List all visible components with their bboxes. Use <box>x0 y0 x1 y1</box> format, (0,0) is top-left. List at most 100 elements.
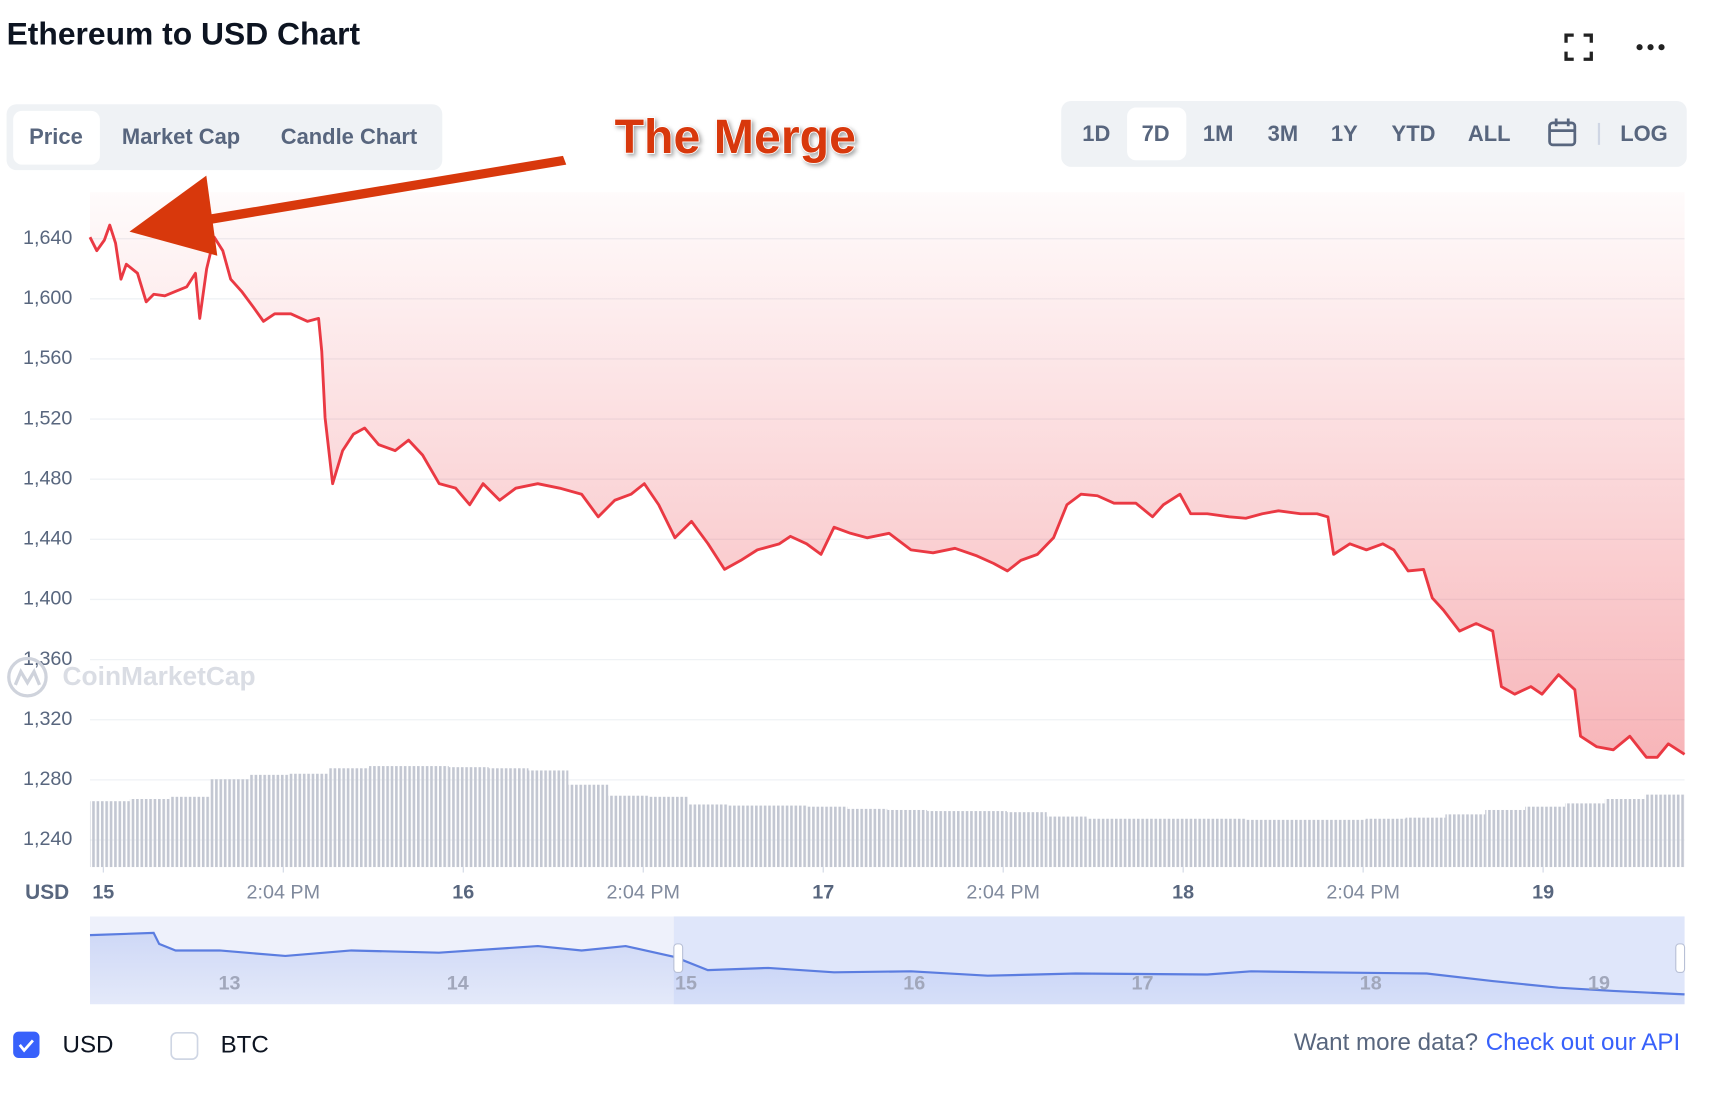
watermark: CoinMarketCap <box>63 661 256 691</box>
volume-bar <box>329 768 370 868</box>
y-tick-label: 1,520 <box>23 407 72 429</box>
tab[interactable]: Candle Chart <box>281 124 418 149</box>
y-tick-label: 1,280 <box>23 768 72 790</box>
x-tick-label: 15 <box>92 882 114 904</box>
volume-bar <box>1485 809 1526 868</box>
volume-bar <box>408 766 449 868</box>
footer: Want more data? Check out our API <box>1294 1029 1680 1056</box>
plot: 1,240 1,280 1,320 1,360 1,400 1,440 1,480 1,520… <box>7 192 1686 1005</box>
navigator-area <box>89 932 1685 1005</box>
volume-bar <box>249 774 290 868</box>
watermark-logo <box>7 656 48 698</box>
volume-bar <box>209 779 250 868</box>
x-tick-label: 17 <box>812 882 834 904</box>
volume-bar <box>1285 819 1326 868</box>
fullscreen-icon[interactable] <box>1564 33 1593 61</box>
navigator-handle[interactable] <box>673 943 684 973</box>
btc-checkbox[interactable] <box>170 1031 199 1060</box>
volume-bar <box>1086 818 1127 868</box>
legend-label: USD <box>63 1031 114 1058</box>
range-button[interactable]: 1D <box>1082 121 1110 146</box>
volume-bar <box>1604 799 1645 868</box>
tab-selected <box>13 110 100 165</box>
range-button[interactable]: ALL <box>1468 121 1511 146</box>
y-tick-label: 1,400 <box>23 588 72 610</box>
volume-bar <box>1166 818 1207 868</box>
volume-bar <box>448 767 489 868</box>
y-tick-label: 1,600 <box>23 287 72 309</box>
volume-bar <box>767 805 808 868</box>
volume-bar <box>1644 794 1685 868</box>
y-tick-label: 1,640 <box>23 227 72 249</box>
range-button[interactable]: YTD <box>1392 121 1436 146</box>
x-tick-label: 19 <box>1532 882 1554 904</box>
range-button[interactable]: 3M <box>1268 121 1298 146</box>
volume-bar <box>1325 819 1366 868</box>
y-tick-label: 1,360 <box>23 648 72 670</box>
x-tick-label: 2:04 PM <box>247 882 321 904</box>
annotation: The Merge <box>615 110 856 164</box>
volume-bar <box>1445 814 1486 868</box>
volume-bar <box>887 809 928 868</box>
merge-arrow <box>129 155 567 256</box>
y-tick-label: 1,440 <box>23 528 72 550</box>
volume-bar <box>1126 818 1167 868</box>
tab[interactable]: Price <box>29 124 83 149</box>
tab[interactable]: Market Cap <box>122 124 240 149</box>
volume-bar <box>169 796 210 868</box>
volume-bar <box>1046 816 1087 868</box>
range-group <box>1061 100 1687 167</box>
y-tick-label: 1,560 <box>23 347 72 369</box>
volume-bar <box>1405 817 1446 868</box>
y-tick-label: 1,480 <box>23 467 72 489</box>
navigator-tick-label: 19 <box>1588 973 1610 995</box>
volume-bar <box>847 808 888 868</box>
legend-label: BTC <box>221 1031 269 1058</box>
volume-bar <box>648 796 688 868</box>
x-tick-label: 2:04 PM <box>606 882 680 904</box>
range-button[interactable]: 1M <box>1203 121 1233 146</box>
navigator-tick-label: 17 <box>1131 973 1153 995</box>
navigator-tick-label: 16 <box>903 973 925 995</box>
volume-bar <box>927 811 968 868</box>
x-tick-label: 18 <box>1172 882 1194 904</box>
volume-bar <box>528 770 569 868</box>
volume-bar <box>369 766 409 868</box>
api-link[interactable]: Check out our API <box>1486 1029 1680 1056</box>
check-mark <box>18 1039 34 1053</box>
volume-bar <box>1525 806 1565 868</box>
volume-bar <box>1206 818 1247 868</box>
watermark-logo <box>13 668 42 686</box>
log-button[interactable]: LOG <box>1620 121 1668 146</box>
volume-bar <box>1564 803 1605 868</box>
x-tick-label: 16 <box>452 882 474 904</box>
volume-bar <box>608 795 649 868</box>
range-button[interactable]: 7D <box>1142 121 1170 146</box>
volume-bar <box>1246 819 1286 868</box>
footer-prompt: Want more data? <box>1294 1029 1478 1056</box>
volume-bar <box>568 784 609 868</box>
volume-bar <box>488 768 529 868</box>
range-button[interactable]: 1Y <box>1331 121 1358 146</box>
more-icon[interactable] <box>1636 44 1665 51</box>
volume-bar <box>289 773 330 868</box>
usd-checkbox[interactable] <box>13 1031 40 1059</box>
navigator-handle[interactable] <box>1675 943 1686 973</box>
volume-bar <box>89 801 130 868</box>
navigator-tick-label: 13 <box>218 973 240 995</box>
price-line <box>88 223 1686 759</box>
navigator-tick-label: 15 <box>675 973 697 995</box>
volume-bar <box>1365 818 1406 868</box>
range-selected <box>1127 107 1187 161</box>
navigator-tick-label: 18 <box>1360 973 1382 995</box>
y-tick-label: 1,320 <box>23 708 72 730</box>
x-tick-label: 2:04 PM <box>966 882 1040 904</box>
navigator-tick-label: 14 <box>447 973 469 995</box>
y-tick-label: 1,240 <box>23 828 72 850</box>
calendar-icon[interactable] <box>1548 118 1577 147</box>
volume-bar <box>967 811 1007 868</box>
page-title: Ethereum to USD Chart <box>7 16 361 52</box>
price-area <box>89 192 1685 758</box>
